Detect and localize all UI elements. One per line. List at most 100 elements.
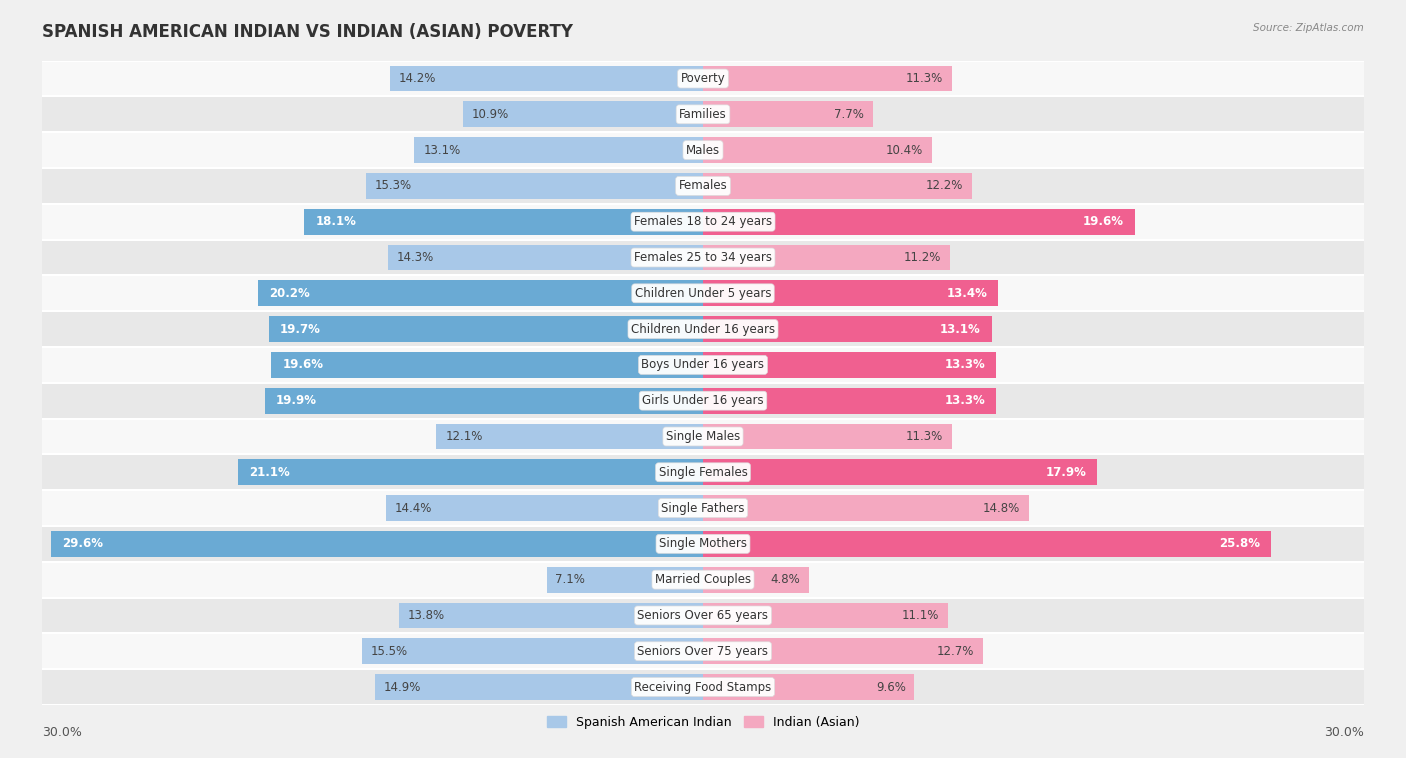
Bar xyxy=(703,208,1135,235)
Text: 17.9%: 17.9% xyxy=(1046,465,1087,479)
Bar xyxy=(42,383,1364,418)
Text: Families: Families xyxy=(679,108,727,121)
Bar xyxy=(271,352,703,377)
Bar xyxy=(703,567,808,593)
Bar xyxy=(703,280,998,306)
Text: SPANISH AMERICAN INDIAN VS INDIAN (ASIAN) POVERTY: SPANISH AMERICAN INDIAN VS INDIAN (ASIAN… xyxy=(42,23,574,41)
Text: 9.6%: 9.6% xyxy=(876,681,905,694)
Text: 30.0%: 30.0% xyxy=(42,726,82,739)
Text: Married Couples: Married Couples xyxy=(655,573,751,586)
Bar xyxy=(42,597,1364,634)
Text: 10.4%: 10.4% xyxy=(886,143,924,157)
Text: 7.7%: 7.7% xyxy=(834,108,863,121)
Text: Source: ZipAtlas.com: Source: ZipAtlas.com xyxy=(1253,23,1364,33)
Bar xyxy=(703,316,991,342)
Text: Single Mothers: Single Mothers xyxy=(659,537,747,550)
Bar xyxy=(42,132,1364,168)
Text: 15.3%: 15.3% xyxy=(375,180,412,193)
Text: 14.3%: 14.3% xyxy=(396,251,434,264)
Bar xyxy=(42,312,1364,347)
Bar xyxy=(703,459,1097,485)
Bar xyxy=(42,526,1364,562)
Text: 19.9%: 19.9% xyxy=(276,394,316,407)
Bar xyxy=(42,168,1364,204)
Bar xyxy=(42,490,1364,526)
Bar xyxy=(391,66,703,92)
Bar xyxy=(375,674,703,700)
Bar xyxy=(463,102,703,127)
Bar xyxy=(269,316,703,342)
Text: Females 18 to 24 years: Females 18 to 24 years xyxy=(634,215,772,228)
Bar xyxy=(366,173,703,199)
Bar xyxy=(399,603,703,628)
Bar xyxy=(361,638,703,664)
Bar xyxy=(42,204,1364,240)
Text: 19.6%: 19.6% xyxy=(283,359,323,371)
Text: 12.7%: 12.7% xyxy=(936,645,974,658)
Bar xyxy=(42,418,1364,454)
Text: Single Fathers: Single Fathers xyxy=(661,502,745,515)
Bar xyxy=(703,531,1271,556)
Bar xyxy=(703,102,873,127)
Bar xyxy=(703,245,949,271)
Text: Poverty: Poverty xyxy=(681,72,725,85)
Bar xyxy=(42,347,1364,383)
Bar xyxy=(264,388,703,414)
Text: 18.1%: 18.1% xyxy=(315,215,356,228)
Text: 14.2%: 14.2% xyxy=(399,72,436,85)
Text: 11.2%: 11.2% xyxy=(904,251,941,264)
Bar xyxy=(42,454,1364,490)
Bar xyxy=(259,280,703,306)
Text: Single Males: Single Males xyxy=(666,430,740,443)
Bar xyxy=(703,137,932,163)
Text: 7.1%: 7.1% xyxy=(555,573,585,586)
Text: 13.4%: 13.4% xyxy=(946,287,987,300)
Text: 12.1%: 12.1% xyxy=(446,430,482,443)
Text: 10.9%: 10.9% xyxy=(471,108,509,121)
Bar xyxy=(703,388,995,414)
Text: 30.0%: 30.0% xyxy=(1324,726,1364,739)
Text: 14.8%: 14.8% xyxy=(983,502,1021,515)
Text: Children Under 16 years: Children Under 16 years xyxy=(631,323,775,336)
Text: Children Under 5 years: Children Under 5 years xyxy=(634,287,772,300)
Text: 13.8%: 13.8% xyxy=(408,609,444,622)
Bar xyxy=(703,173,972,199)
Bar xyxy=(304,208,703,235)
Text: 11.1%: 11.1% xyxy=(901,609,939,622)
Text: Females: Females xyxy=(679,180,727,193)
Bar xyxy=(703,66,952,92)
Text: Females 25 to 34 years: Females 25 to 34 years xyxy=(634,251,772,264)
Bar xyxy=(703,638,983,664)
Text: 20.2%: 20.2% xyxy=(269,287,309,300)
Text: Receiving Food Stamps: Receiving Food Stamps xyxy=(634,681,772,694)
Text: 29.6%: 29.6% xyxy=(62,537,103,550)
Text: 11.3%: 11.3% xyxy=(905,430,943,443)
Bar xyxy=(42,669,1364,705)
Text: Males: Males xyxy=(686,143,720,157)
Bar xyxy=(42,96,1364,132)
Bar xyxy=(388,245,703,271)
Bar xyxy=(703,424,952,449)
Text: Girls Under 16 years: Girls Under 16 years xyxy=(643,394,763,407)
Bar xyxy=(42,275,1364,312)
Bar xyxy=(238,459,703,485)
Text: 11.3%: 11.3% xyxy=(905,72,943,85)
Text: Seniors Over 75 years: Seniors Over 75 years xyxy=(637,645,769,658)
Bar xyxy=(703,603,948,628)
Bar xyxy=(703,495,1029,521)
Bar xyxy=(42,61,1364,96)
Text: 4.8%: 4.8% xyxy=(770,573,800,586)
Text: Single Females: Single Females xyxy=(658,465,748,479)
Text: 25.8%: 25.8% xyxy=(1219,537,1260,550)
Bar xyxy=(42,562,1364,597)
Bar xyxy=(415,137,703,163)
Text: 13.1%: 13.1% xyxy=(423,143,461,157)
Bar xyxy=(385,495,703,521)
Text: Seniors Over 65 years: Seniors Over 65 years xyxy=(637,609,769,622)
Text: 15.5%: 15.5% xyxy=(370,645,408,658)
Bar xyxy=(42,634,1364,669)
Text: 14.4%: 14.4% xyxy=(395,502,432,515)
Bar xyxy=(703,352,995,377)
Legend: Spanish American Indian, Indian (Asian): Spanish American Indian, Indian (Asian) xyxy=(541,711,865,735)
Text: 13.3%: 13.3% xyxy=(945,394,986,407)
